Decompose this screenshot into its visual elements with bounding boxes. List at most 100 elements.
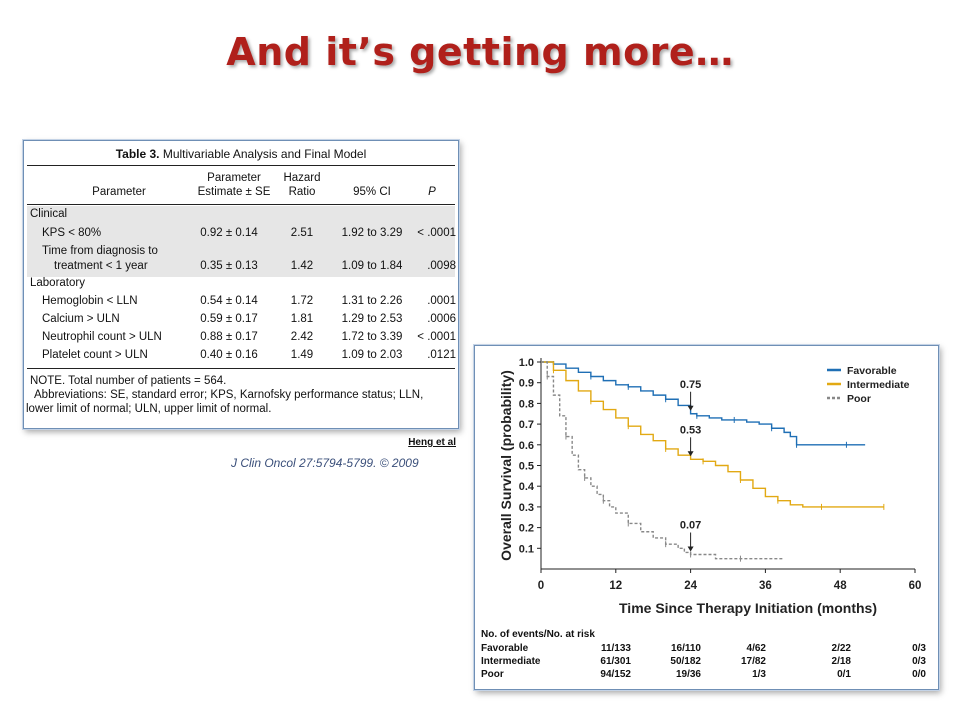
table-cell-estimate: 0.54 ± 0.14 [200, 295, 258, 307]
annotation-arrowhead [687, 546, 694, 552]
y-tick-label: 0.6 [519, 440, 534, 452]
risk-row-label: Favorable [481, 643, 529, 654]
clinical-shading [27, 206, 455, 277]
y-tick-label: 0.2 [519, 523, 534, 535]
risk-cell: 0/0 [912, 669, 926, 680]
citation-author: Heng et al [408, 437, 456, 448]
table-rule-header [27, 204, 455, 205]
table-abbreviations: Abbreviations: SE, standard error; KPS, … [34, 389, 424, 401]
risk-row-label: Intermediate [481, 656, 541, 667]
series-line-poor [541, 361, 785, 560]
annotation-arrowhead [687, 405, 694, 411]
section-clinical: Clinical [30, 208, 68, 220]
table-cell-hr: 2.51 [290, 227, 314, 239]
y-axis-label: Overall Survival (probability) [498, 370, 514, 561]
table-caption: Table 3. Multivariable Analysis and Fina… [24, 147, 458, 161]
risk-cell: 0/1 [837, 669, 851, 680]
table-figure: Table 3. Multivariable Analysis and Fina… [23, 140, 459, 429]
table-note: NOTE. Total number of patients = 564. [30, 375, 227, 387]
table-row-label: KPS < 80% [42, 227, 102, 239]
table-cell-p: .0006 [427, 313, 456, 325]
annotation-label: 0.07 [680, 520, 701, 532]
table-abbreviations-cont: lower limit of normal; ULN, upper limit … [26, 403, 272, 415]
header-estimate: Parameter Estimate ± SE [184, 171, 284, 199]
table-cell-hr: 1.72 [290, 295, 314, 307]
risk-cell: 61/301 [600, 656, 631, 667]
annotation-label: 0.75 [680, 379, 701, 391]
table-cell-estimate: 0.35 ± 0.13 [200, 260, 258, 272]
header-estimate-line2: Estimate ± SE [197, 186, 271, 198]
y-tick-label: 0.3 [519, 502, 534, 514]
table-row-label: Time from diagnosis to [42, 245, 158, 257]
table-cell-ci: 1.29 to 2.53 [341, 313, 403, 325]
x-tick-label: 36 [759, 580, 772, 592]
y-tick-label: 0.8 [519, 398, 534, 410]
risk-cell: 11/133 [600, 643, 631, 654]
y-tick-label: 0.4 [519, 481, 535, 493]
y-tick-label: 1.0 [519, 357, 534, 369]
table-cell-p: .0001 [427, 295, 456, 307]
risk-row: Poor 94/152 19/36 1/3 0/1 0/0 [481, 669, 933, 681]
annotation-label: 0.53 [680, 424, 701, 436]
table-cell-ci: 1.09 to 1.84 [341, 260, 403, 272]
survival-chart: 0.1 0.2 0.3 0.4 0.5 0.6 0.7 0.8 0.9 1.0 0 12 24 36 48 6… [498, 357, 922, 616]
x-tick-label: 48 [834, 580, 847, 592]
table-cell-ci: 1.31 to 2.26 [341, 295, 403, 307]
risk-cell: 0/3 [912, 656, 926, 667]
y-tick-label: 0.1 [519, 543, 534, 555]
header-estimate-line1: Parameter [207, 172, 261, 184]
table-cell-estimate: 0.92 ± 0.14 [200, 227, 258, 239]
table-cell-p: .0121 [427, 349, 456, 361]
risk-row: Intermediate 61/301 50/182 17/82 2/18 0/… [481, 656, 933, 668]
table-cell-p: < .0001 [417, 227, 456, 239]
risk-row: Favorable 11/133 16/110 4/62 2/22 0/3 [481, 643, 933, 655]
table-cell-p: .0098 [427, 260, 456, 272]
header-hr-line2: Ratio [288, 186, 316, 198]
table-cell-ci: 1.09 to 2.03 [341, 349, 403, 361]
table-row-label: Hemoglobin < LLN [42, 295, 138, 307]
table-cell-estimate: 0.88 ± 0.17 [200, 331, 258, 343]
table-cell-hr: 1.81 [290, 313, 314, 325]
risk-cell: 19/36 [675, 669, 701, 680]
x-axis-label: Time Since Therapy Initiation (months) [619, 600, 877, 616]
legend-label: Favorable [847, 365, 897, 377]
table-rule-top [27, 165, 455, 166]
table-row-label: Neutrophil count > ULN [42, 331, 162, 343]
citation-reference: J Clin Oncol 27:5794-5799. © 2009 [231, 456, 419, 470]
annotation-arrowhead [687, 451, 694, 457]
x-tick-label: 60 [909, 580, 922, 592]
y-tick-label: 0.9 [519, 378, 534, 390]
x-tick-label: 24 [684, 580, 697, 592]
table-cell-p: < .0001 [417, 331, 456, 343]
slide-title: And it’s getting more… [226, 30, 734, 74]
table-cell-hr: 2.42 [290, 331, 314, 343]
risk-cell: 50/182 [670, 656, 701, 667]
risk-row-label: Poor [481, 669, 504, 680]
risk-cell: 0/3 [912, 643, 926, 654]
risk-cell: 94/152 [600, 669, 631, 680]
section-laboratory: Laboratory [30, 277, 85, 289]
table-caption-text: Multivariable Analysis and Final Model [162, 147, 367, 161]
table-cell-hr: 1.49 [290, 349, 314, 361]
table-cell-hr: 1.42 [290, 260, 314, 272]
survival-chart-figure: 0.1 0.2 0.3 0.4 0.5 0.6 0.7 0.8 0.9 1.0 0 12 24 36 48 6… [474, 345, 939, 690]
series-line-favorable [541, 361, 866, 446]
risk-cell: 2/18 [831, 656, 851, 667]
x-tick-label: 0 [538, 580, 544, 592]
risk-cell: 4/62 [746, 643, 766, 654]
header-p: P [428, 186, 436, 198]
table-row-label: Platelet count > ULN [42, 349, 148, 361]
header-hr-line1: Hazard [283, 172, 321, 184]
table-cell-estimate: 0.59 ± 0.17 [200, 313, 258, 325]
table-row-label-cont: treatment < 1 year [54, 260, 148, 272]
legend-label: Intermediate [847, 379, 910, 391]
table-row-label: Calcium > ULN [42, 313, 120, 325]
risk-cell: 1/3 [752, 669, 766, 680]
table-cell-estimate: 0.40 ± 0.16 [200, 349, 258, 361]
risk-cell: 2/22 [831, 643, 851, 654]
table-rule-bottom [27, 368, 455, 369]
table-cell-ci: 1.72 to 3.39 [341, 331, 403, 343]
risk-table-title: No. of events/No. at risk [481, 629, 595, 640]
header-hazard-ratio: Hazard Ratio [279, 171, 325, 199]
y-tick-label: 0.7 [519, 419, 534, 431]
